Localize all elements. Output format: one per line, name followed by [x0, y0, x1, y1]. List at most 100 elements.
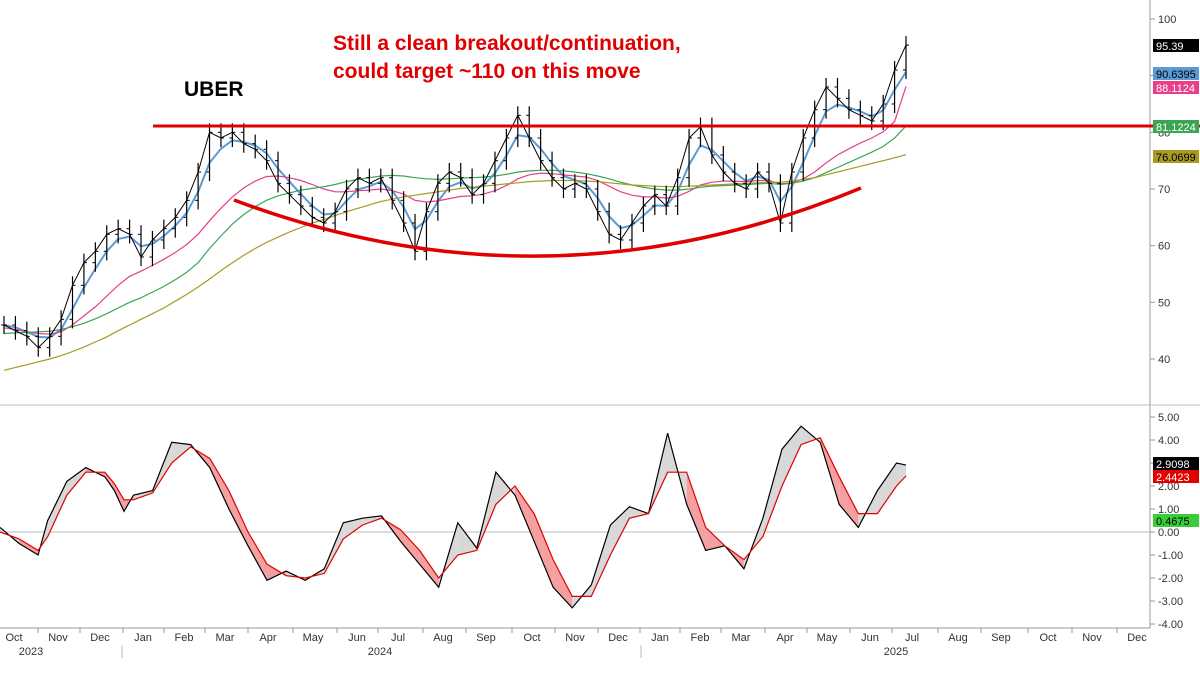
osc-y-tick-label: -2.00 — [1158, 573, 1183, 585]
value-label: 90.6395 — [1156, 69, 1196, 81]
osc-value-label-box — [1153, 470, 1199, 483]
osc-fill-segment — [629, 506, 649, 519]
y-tick-label: 40 — [1158, 354, 1170, 366]
osc-fill-segment — [534, 513, 554, 588]
x-tick-label: Jun — [348, 632, 366, 644]
oscillator-line — [0, 425, 907, 609]
annotation-line-2: could target ~110 on this move — [333, 60, 641, 83]
osc-fill-segment — [66, 467, 86, 496]
x-tick-label: Apr — [776, 632, 793, 644]
moving-average-line — [3, 71, 907, 339]
x-tick-label: Jul — [905, 632, 919, 644]
x-tick-label: Mar — [216, 632, 235, 644]
rounding-bottom-arc — [233, 186, 862, 258]
osc-fill-segment — [495, 472, 515, 505]
osc-fill-segment — [228, 490, 248, 546]
value-label-box — [1153, 81, 1199, 94]
osc-fill-segment — [419, 550, 439, 588]
x-tick-label: Apr — [259, 632, 276, 644]
osc-value-label: 2.4423 — [1156, 472, 1190, 484]
x-tick-label: May — [817, 632, 838, 644]
x-tick-label: Aug — [433, 632, 453, 644]
x-tick-label: Dec — [1127, 632, 1147, 644]
x-tick-label: Oct — [523, 632, 540, 644]
osc-value-label-box — [1153, 514, 1199, 527]
x-tick-label: Nov — [48, 632, 68, 644]
osc-fill-segment — [896, 463, 906, 486]
x-tick-label: Oct — [5, 632, 22, 644]
osc-fill-segment — [209, 458, 229, 509]
value-label: 88.1124 — [1156, 83, 1195, 95]
osc-fill-segment — [782, 426, 802, 486]
moving-average-line — [3, 125, 907, 335]
y-tick-label: 60 — [1158, 241, 1170, 253]
osc-fill-segment — [267, 564, 287, 581]
x-tick-label: Sep — [991, 632, 1011, 644]
osc-fill-segment — [762, 449, 783, 537]
x-tick-label: Dec — [608, 632, 628, 644]
x-tick-label: Dec — [90, 632, 110, 644]
x-tick-label: Sep — [476, 632, 496, 644]
x-tick-label: May — [303, 632, 324, 644]
value-label: 76.0699 — [1156, 152, 1196, 164]
osc-fill-segment — [114, 483, 124, 512]
chart-title: UBER — [184, 78, 244, 101]
osc-fill-segment — [877, 463, 897, 514]
osc-fill-segment — [610, 506, 630, 555]
moving-average-line — [3, 86, 907, 335]
osc-fill-segment — [686, 472, 706, 551]
osc-fill-segment — [47, 481, 67, 537]
osc-fill-segment — [400, 529, 420, 565]
x-tick-label: Nov — [565, 632, 585, 644]
osc-y-tick-label: 4.00 — [1158, 435, 1179, 447]
osc-y-tick-label: -1.00 — [1158, 550, 1183, 562]
value-label: 95.39 — [1156, 41, 1184, 53]
osc-y-tick-label: 2.00 — [1158, 481, 1179, 493]
x-tick-label: Nov — [1082, 632, 1102, 644]
osc-fill-segment — [457, 522, 477, 555]
value-label-box — [1153, 39, 1199, 52]
x-tick-label: Jul — [391, 632, 405, 644]
price-close-line — [3, 44, 907, 349]
osc-y-tick-label: 5.00 — [1158, 412, 1179, 424]
y-tick-label: 100 — [1158, 14, 1176, 26]
value-label: 81.1224 — [1156, 122, 1196, 134]
x-tick-label: Feb — [175, 632, 194, 644]
oscillator-panel: 5.004.003.002.001.000.00-1.00-2.00-3.00-… — [0, 412, 1199, 631]
y-tick-label: 70 — [1158, 184, 1170, 196]
x-tick-label: Jan — [651, 632, 669, 644]
year-label: 2023 — [19, 646, 43, 658]
x-tick-label: Aug — [948, 632, 968, 644]
x-axis: Oct Nov Dec Jan Feb Mar Apr May Jun Jul Aug Sep Oct N… — [0, 627, 1150, 658]
x-tick-label: Jun — [861, 632, 879, 644]
osc-y-tick-label: -4.00 — [1158, 619, 1183, 631]
osc-y-tick-label: 0.00 — [1158, 527, 1179, 539]
price-panel: 40506070809010095.3990.639588.112481.122… — [0, 0, 1200, 628]
year-label: 2024 — [368, 646, 392, 658]
osc-fill-segment — [19, 538, 39, 555]
osc-value-label-box — [1153, 457, 1199, 470]
osc-value-label: 2.9098 — [1156, 459, 1190, 471]
osc-fill-segment — [553, 559, 573, 608]
osc-fill-segment — [343, 518, 363, 539]
value-label-box — [1153, 150, 1199, 163]
value-label-box — [1153, 67, 1199, 80]
osc-fill-segment — [514, 486, 535, 542]
osc-value-label: 0.4675 — [1156, 516, 1190, 528]
x-tick-label: Feb — [691, 632, 710, 644]
value-label-box — [1153, 120, 1199, 133]
osc-y-tick-label: 1.00 — [1158, 504, 1179, 516]
oscillator-line — [0, 436, 907, 597]
year-label: 2025 — [884, 646, 908, 658]
osc-y-tick-label: -3.00 — [1158, 596, 1183, 608]
osc-fill-segment — [591, 525, 611, 597]
osc-fill-segment — [839, 476, 859, 528]
osc-fill-segment — [104, 472, 115, 491]
x-tick-label: Jan — [134, 632, 152, 644]
annotation-line-1: Still a clean breakout/continuation, — [333, 32, 681, 55]
moving-average-line — [3, 154, 907, 371]
osc-fill-segment — [705, 527, 725, 551]
x-tick-label: Oct — [1039, 632, 1056, 644]
x-tick-label: Mar — [732, 632, 751, 644]
